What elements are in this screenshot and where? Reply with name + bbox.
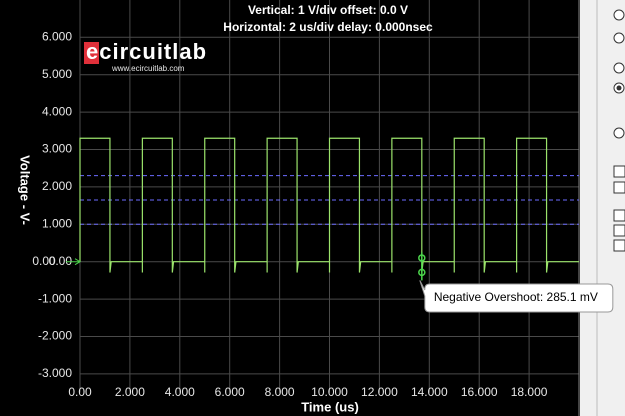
x-tick-label: 4.000 [165,385,195,399]
logo-url: www.ecircuitlab.com [111,64,185,73]
radio-dot [616,85,622,91]
radio[interactable] [613,127,625,139]
x-tick-label: 18.000 [511,385,548,399]
checkbox[interactable] [613,209,625,222]
x-tick-label: 12.000 [361,385,398,399]
y-tick-label: 1.000 [42,216,72,230]
logo-badge [84,42,99,64]
annotation-box [419,280,614,313]
x-tick-label: 14.000 [411,385,448,399]
y-tick-label: 3.000 [42,142,72,156]
plot-background [0,0,580,416]
checkbox[interactable] [613,224,625,237]
header-horizontal: Horizontal: 2 us/div delay: 0.000nsec [223,20,433,34]
radio[interactable] [613,32,625,44]
cursor-ref [418,254,426,262]
y-tick-label: -1.000 [38,291,72,305]
y-tick-label: 4.000 [42,104,72,118]
zero-marker: 0.00 [32,254,56,268]
waveform [79,137,579,273]
y-tick-label: -3.000 [38,366,72,380]
x-tick-label: 8.000 [265,385,295,399]
y-tick-label: 6.000 [42,29,72,43]
plot [79,137,579,273]
y-tick-label: 5.000 [42,67,72,81]
checkbox[interactable] [613,165,625,178]
y-tick-label: 0.00 [49,254,73,268]
x-tick-label: 2.000 [115,385,145,399]
radio[interactable] [613,9,625,21]
logo: ecircuitlab [86,39,207,64]
checkbox[interactable] [613,239,625,252]
y-axis-label: Voltage - V- [18,155,33,225]
zero-arrow [66,258,81,266]
cursor-point [418,268,426,277]
x-axis-label: Time (us) [301,399,359,414]
header-vertical: Vertical: 1 V/div offset: 0.0 V [248,3,408,17]
x-tick-label: 6.000 [215,385,245,399]
x-tick-label: 16.000 [461,385,498,399]
checkbox[interactable] [613,181,625,194]
radio[interactable] [613,62,625,74]
y-tick-label: -2.000 [38,329,72,343]
y-tick-label: 2.000 [42,179,72,193]
x-tick-label: 10.000 [311,385,348,399]
x-tick-label: 0.00 [68,385,92,399]
annotation-text: Negative Overshoot: 285.1 mV [434,290,598,304]
side-panel [580,0,625,416]
